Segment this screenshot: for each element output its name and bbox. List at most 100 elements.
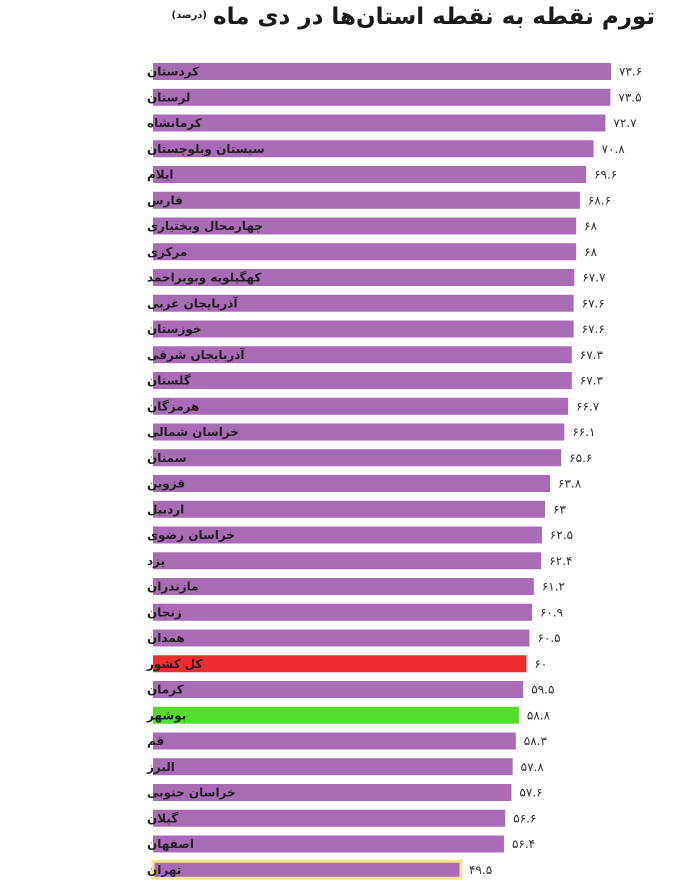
category-label: همدان [147,631,185,645]
bar [153,809,506,827]
value-label: ۶۹.۶ [594,168,617,182]
bar [153,706,519,724]
category-label: قزوین [147,477,185,492]
value-label: ۵۸.۳ [524,734,548,748]
chart-title-text: تورم نقطه به نقطه استان‌ها در دی ماه [213,4,655,30]
bar [153,397,569,415]
value-label: ۴۹.۵ [469,863,492,877]
category-label: خوزستان [147,322,202,337]
category-label: سیستان وبلوچستان [147,142,265,157]
bar [153,114,606,132]
value-label: ۵۶.۴ [512,837,535,851]
value-label: ۷۰.۸ [602,142,626,156]
value-label: ۶۷.۳ [580,348,604,362]
bar [153,320,574,338]
category-label: البرز [146,760,175,774]
bar [153,681,524,698]
category-label: یزد [147,554,165,568]
bar [153,449,562,467]
value-label: ۵۸.۸ [527,708,551,722]
category-label: کردستان [147,65,199,79]
value-label: ۶۸ [584,219,597,233]
bar [153,423,565,441]
value-label: ۶۳.۸ [558,477,582,491]
category-label: بوشهر [146,708,186,723]
category-label: اصفهان [147,837,194,851]
bar [153,372,572,389]
value-label: ۷۳.۵ [618,90,641,104]
value-label: ۶۲.۴ [549,554,572,568]
bar [153,217,577,235]
category-label: زنجان [147,605,182,619]
category-label: فارس [147,193,183,207]
bar [153,603,532,621]
bar [153,191,580,209]
value-label: ۷۲.۷ [613,116,637,130]
value-label: ۶۷.۳ [580,374,604,388]
category-label: کرمانشاه [147,116,202,130]
value-label: ۶۰ [534,657,547,671]
category-label: مرکزی [147,245,187,259]
value-label: ۷۳.۶ [619,65,642,79]
category-label: خراسان جنوبی [147,786,236,801]
bar [153,552,542,570]
category-label: کرمان [147,683,184,697]
value-label: ۵۷.۸ [521,760,545,774]
bar [153,166,587,183]
category-label: گیلان [147,811,178,825]
value-label: ۵۷.۶ [519,786,542,800]
category-label: کهگیلویه وبویراحمد [147,271,261,286]
bar [153,758,513,776]
category-label: خراسان رضوی [147,528,235,543]
category-label: خراسان شمالی [147,425,239,439]
category-label: چهارمحال وبختیاری [147,219,263,234]
bar [151,859,463,880]
value-label: ۵۹.۵ [531,683,554,697]
chart-unit: (درصد) [171,9,207,21]
bar [153,655,527,673]
category-label: قم [147,734,164,748]
bar [153,526,542,544]
bar [153,346,572,364]
value-label: ۶۰.۹ [540,605,563,619]
bar [153,294,574,312]
category-label: سمنان [147,451,187,465]
category-label: مازندران [147,580,199,594]
chart-title: تورم نقطه به نقطه استان‌ها در دی ماه (درص… [172,4,655,30]
value-label: ۶۱.۲ [542,580,565,594]
bar [153,732,516,750]
bar [153,784,512,801]
value-label: ۶۶.۱ [572,425,595,439]
bar [153,835,504,853]
category-label: تهران [147,863,181,877]
value-label: ۶۷.۶ [582,322,605,336]
category-label: هرمزگان [147,399,199,413]
category-label: کل کشور [146,657,203,672]
value-label: ۶۶.۷ [576,399,600,413]
value-label: ۵۶.۶ [513,811,536,825]
bar [153,243,577,261]
category-label: ایلام [147,168,174,183]
bar [153,269,575,286]
category-label: اردبیل [147,502,184,516]
value-label: ۶۸ [584,245,597,259]
category-label: لرستان [147,90,190,104]
value-label: ۶۳ [553,502,566,516]
value-label: ۶۷.۷ [582,271,606,285]
value-label: ۶۲.۵ [550,528,573,542]
bar [153,88,611,106]
bar [153,629,530,647]
bar [153,63,611,80]
category-label: آذربایجان شرقی [147,347,245,362]
bar [153,578,534,595]
bar [153,475,551,492]
value-label: ۶۵.۶ [569,451,592,465]
value-label: ۶۷.۶ [582,296,605,310]
bar [153,140,594,158]
bar [153,500,546,518]
category-label: گلستان [147,374,191,388]
value-label: ۶۰.۵ [537,631,560,645]
category-label: آذربایجان غربی [147,295,238,310]
value-label: ۶۸.۶ [588,193,611,207]
